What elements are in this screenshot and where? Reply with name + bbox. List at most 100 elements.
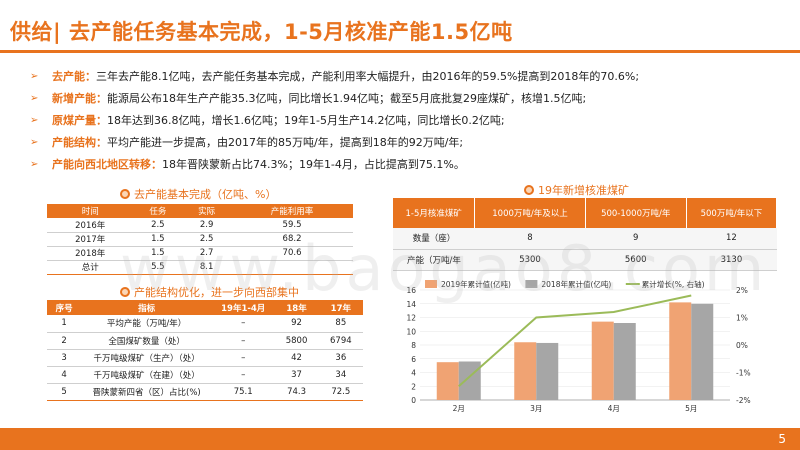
table-cell: 2018年 — [47, 246, 134, 261]
table-cell: 晋陕蒙新四省（区）占比(%) — [81, 383, 213, 401]
arrow-icon: ➢ — [30, 93, 39, 104]
bullet-text: 能源局公布18年生产产能35.3亿吨，同比增长1.94亿吨；截至5月底批复29座… — [107, 92, 587, 105]
legend-label: 2019年累计值(亿吨) — [441, 279, 511, 289]
y-tick-label: 12 — [406, 314, 416, 323]
y2-tick-label: -1% — [736, 369, 751, 378]
table2-header: 指标 — [81, 300, 213, 315]
growth-line — [458, 294, 692, 387]
table-cell: 千万吨级煤矿（生产）（处） — [81, 349, 213, 367]
bullet-text: 平均产能进一步提高，由2017年的85万吨/年，提高到18年的92万吨/年; — [107, 136, 464, 149]
table-cell: 8 — [474, 228, 586, 250]
y-tick-label: 10 — [406, 327, 416, 336]
bullet-text: 18年晋陕蒙新占比74.3%；19年1-4月，占比提高到75.1%。 — [162, 158, 465, 171]
page-number: 5 — [778, 432, 786, 446]
y-tick-label: 16 — [406, 286, 416, 295]
table-cell: 9 — [585, 228, 687, 250]
table-cell: 92 — [274, 315, 319, 333]
bar-2018 — [691, 303, 714, 400]
bullet-key: 产能向西北地区转移： — [52, 158, 162, 171]
table-row: 3 千万吨级煤矿（生产）（处） – 42 36 — [47, 349, 363, 367]
bullet-key: 去产能： — [52, 70, 96, 83]
table-cell: 1 — [47, 315, 82, 333]
section-icon — [120, 189, 130, 199]
y-tick-label: 2 — [411, 382, 416, 391]
table-cell: 36 — [318, 349, 363, 367]
table3-header: 500万吨/年以下 — [686, 198, 778, 228]
bar-2018 — [536, 342, 559, 400]
table-row: 2 全国煤矿数量（处） – 5800 6794 — [47, 332, 363, 350]
table2-header: 19年1-4月 — [212, 300, 275, 315]
bullet-item: ➢ 新增产能： 能源局公布18年生产产能35.3亿吨，同比增长1.94亿吨；截至… — [30, 92, 790, 114]
table-cell: 74.3 — [274, 383, 319, 401]
table-cell: 产能（万吨/年 — [393, 249, 475, 271]
bar-2019 — [669, 302, 692, 400]
bar-2019 — [514, 342, 537, 400]
table-cell: 42 — [274, 349, 319, 367]
legend-label: 2018年累计值(亿吨) — [541, 279, 611, 289]
legend-swatch — [525, 280, 538, 288]
section-icon — [120, 287, 130, 297]
table-cell: 2.9 — [182, 218, 232, 233]
table2-heading-text: 产能结构优化，进一步向西部集中 — [134, 286, 299, 299]
y2-tick-label: 0% — [736, 341, 748, 350]
bullet-text: 三年去产能8.1亿吨，去产能任务基本完成，产能利用率大幅提升，由2016年的59… — [96, 70, 640, 83]
table1: 时间 任务 实际 产能利用率 2016年 2.5 2.9 59.5 2017年 … — [47, 204, 353, 275]
bar-2019 — [436, 362, 459, 400]
table-cell: 37 — [274, 366, 319, 384]
bullet-text: 18年达到36.8亿吨，增长1.6亿吨；19年1-5月生产14.2亿吨，同比增长… — [107, 114, 505, 127]
bar-2018 — [458, 361, 481, 400]
table-cell: 2.7 — [182, 246, 232, 261]
title-divider — [0, 50, 800, 53]
table3-header-row: 1-5月核准煤矿 1000万吨/年及以上 500-1000万吨/年 500万吨/… — [393, 198, 778, 228]
legend-label: 累计增长(%, 右轴) — [642, 279, 705, 289]
table2-header-row: 序号 指标 19年1-4月 18年 17年 — [47, 300, 363, 315]
table3: 1-5月核准煤矿 1000万吨/年及以上 500-1000万吨/年 500万吨/… — [393, 198, 778, 271]
table-row: 数量（座） 8 9 12 — [393, 228, 777, 250]
arrow-icon: ➢ — [30, 137, 39, 148]
table-cell: 5300 — [474, 249, 586, 271]
table1-header-row: 时间 任务 实际 产能利用率 — [47, 204, 353, 218]
table-cell: 1.5 — [133, 232, 183, 247]
arrow-icon: ➢ — [30, 159, 39, 170]
table1-header: 任务 — [133, 204, 183, 218]
x-tick-label: 4月 — [608, 404, 620, 413]
bullet-item: ➢ 原煤产量： 18年达到36.8亿吨，增长1.6亿吨；19年1-5月生产14.… — [30, 114, 790, 136]
table-cell: – — [212, 332, 275, 350]
table3-header: 1000万吨/年及以上 — [474, 198, 586, 228]
table-cell: 34 — [318, 366, 363, 384]
table-cell: 5800 — [274, 332, 319, 350]
y-tick-label: 6 — [411, 355, 416, 364]
production-chart: 19年产量同比增长 2019年累计值(亿吨) 2018年累计值(亿吨) 累计增长(%… — [406, 278, 751, 413]
table-cell: 68.2 — [231, 232, 353, 247]
bullet-key: 产能结构： — [52, 136, 107, 149]
table1-heading: 去产能基本完成（亿吨、%） — [120, 186, 276, 202]
table1-header: 实际 — [182, 204, 232, 218]
table-cell: 3130 — [686, 249, 777, 271]
table-cell: 3 — [47, 349, 82, 367]
y-tick-label: 8 — [411, 341, 416, 350]
table-cell: 12 — [686, 228, 777, 250]
chart-line — [458, 294, 692, 387]
table-cell: – — [212, 349, 275, 367]
legend-swatch — [425, 280, 437, 288]
table-cell: 59.5 — [231, 218, 353, 233]
chart-bars — [436, 302, 714, 400]
table-cell: 8.1 — [182, 260, 232, 275]
bullet-item: ➢ 去产能： 三年去产能8.1亿吨，去产能任务基本完成，产能利用率大幅提升，由2… — [30, 70, 790, 92]
table-cell: 全国煤矿数量（处） — [81, 332, 213, 350]
table-cell: 数量（座） — [393, 228, 475, 250]
table-cell: 2016年 — [47, 218, 134, 233]
y2-tick-label: -2% — [736, 396, 751, 405]
table3-heading: 19年新增核准煤矿 — [524, 182, 629, 198]
table-cell: 2.5 — [133, 218, 183, 233]
y-tick-label: 14 — [406, 300, 416, 309]
arrow-icon: ➢ — [30, 115, 39, 126]
bullet-list: ➢ 去产能： 三年去产能8.1亿吨，去产能任务基本完成，产能利用率大幅提升，由2… — [30, 70, 790, 180]
table-cell: 5.5 — [133, 260, 183, 275]
chart-title: 19年产量同比增长 — [544, 278, 627, 279]
table-cell: – — [212, 366, 275, 384]
table-cell: 6794 — [318, 332, 363, 350]
table2-header: 18年 — [274, 300, 319, 315]
table2-header: 17年 — [318, 300, 363, 315]
table3-header: 500-1000万吨/年 — [585, 198, 687, 228]
